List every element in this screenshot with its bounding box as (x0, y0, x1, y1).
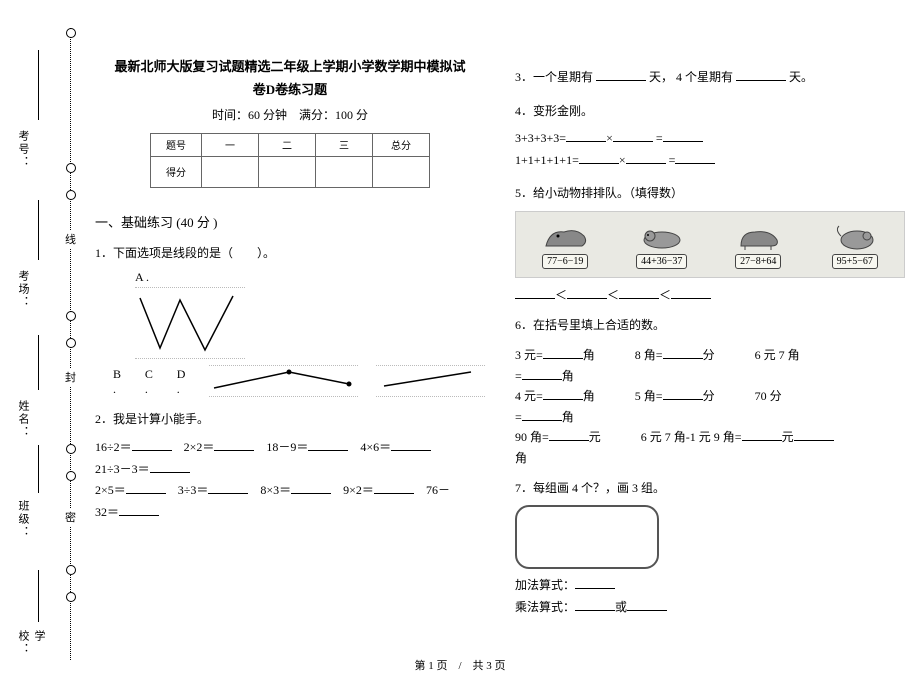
q1-optC-label: C . (145, 367, 159, 397)
q1-optD-label: D . (177, 367, 192, 397)
animal-1: 77−6−19 (524, 222, 607, 269)
binding-strip: 线 封 密 考号： 考场： 姓名： 班级： 学校： (0, 0, 90, 660)
th-2: 二 (259, 133, 316, 156)
q6-r3c3: 70 分 (755, 384, 782, 408)
q1-options-bcd: B . C . D . (113, 365, 485, 397)
page-footer: 第 1 页 / 共 3 页 (0, 657, 920, 673)
seal-char-3: 密 (65, 508, 76, 526)
q6-row5: 90 角=元 6 元 7 角-1 元 9 角=元 (515, 425, 905, 449)
label-exam-no: 考号： (15, 130, 31, 169)
q6-r5c2: 6 元 7 角-1 元 9 角=元 (641, 425, 834, 449)
label-room: 考场： (15, 270, 31, 309)
q4-text: 4．变形金刚。 (515, 101, 905, 123)
section-1-heading: 一、基础练习 (40 分 ) (95, 212, 485, 231)
q4-l2: 1+1+1+1+1=× = (515, 150, 905, 172)
cell-total (373, 156, 430, 187)
badge-4: 95+5−67 (832, 254, 878, 269)
label-class: 班级： (15, 500, 31, 539)
q3-a: 3．一个星期有 (515, 70, 596, 84)
seal-char-2: 封 (65, 368, 76, 386)
time-label: 时间： (212, 108, 248, 122)
q6-r5c1: 90 角=元 (515, 425, 601, 449)
page-content: 最新北师大版复习试题精选二年级上学期小学数学期中模拟试 卷D卷练习题 时间：60… (95, 55, 905, 681)
q6-row1: 3 元=角 8 角=分 6 元 7 角 (515, 343, 905, 367)
th-total: 总分 (373, 133, 430, 156)
animals-row: 77−6−19 44+36−37 27−8+64 95+5−67 (515, 211, 905, 278)
q7-mul: 乘法算式：或 (515, 597, 905, 619)
q6-r1c2: 8 角=分 (635, 343, 715, 367)
exam-title-2: 卷D卷练习题 (95, 78, 485, 101)
left-column: 最新北师大版复习试题精选二年级上学期小学数学期中模拟试 卷D卷练习题 时间：60… (95, 55, 485, 681)
q5-compare: ＜＜＜ (515, 286, 905, 303)
q5-text: 5．给小动物排排队。（填得数） (515, 183, 905, 205)
q1-text: 1．下面选项是线段的是（ ）。 (95, 243, 485, 265)
q2-text: 2．我是计算小能手。 (95, 409, 485, 431)
animal-2: 44+36−37 (621, 222, 704, 269)
badge-2: 44+36−37 (636, 254, 687, 269)
q6-r1c1: 3 元=角 (515, 343, 595, 367)
cell-3 (316, 156, 373, 187)
q3: 3．一个星期有 天， 4 个星期有 天。 (515, 67, 905, 89)
q3-b: 天， 4 个星期有 (649, 70, 736, 84)
th-1: 一 (202, 133, 259, 156)
q3-c: 天。 (789, 70, 813, 84)
q7-add: 加法算式： (515, 575, 905, 597)
row-score-label: 得分 (151, 156, 202, 187)
q7-box (515, 505, 659, 569)
q1-optB-label: B . (113, 367, 127, 397)
q1-optA-label: A . (135, 270, 149, 284)
seal-char-1: 线 (65, 230, 76, 248)
full-label: 满分： (299, 108, 335, 122)
label-name: 姓名： (15, 400, 31, 439)
q6-text: 6．在括号里填上合适的数。 (515, 315, 905, 337)
q4-l1: 3+3+3+3=× = (515, 128, 905, 150)
q2-line1: 16÷2＝ 2×2＝ 18－9＝ 4×6＝ (95, 437, 485, 459)
cell-1 (202, 156, 259, 187)
q6-row3: 4 元=角 5 角=分 70 分 (515, 384, 905, 408)
q6-r2: =角 (515, 367, 905, 384)
q6-r6: 角 (515, 449, 905, 466)
badge-3: 27−8+64 (735, 254, 781, 269)
time-value: 60 分钟 (248, 108, 287, 122)
badge-1: 77−6−19 (542, 254, 588, 269)
q6-r3c1: 4 元=角 (515, 384, 595, 408)
q2-line4: 32＝ (95, 502, 485, 524)
q1-option-a: A . (135, 270, 485, 359)
th-no: 题号 (151, 133, 202, 156)
exam-title-1: 最新北师大版复习试题精选二年级上学期小学数学期中模拟试 (95, 55, 485, 78)
time-info: 时间：60 分钟 满分：100 分 (95, 106, 485, 123)
q6-r3c2: 5 角=分 (635, 384, 715, 408)
q7-text: 7．每组画 4 个？，画 3 组。 (515, 478, 905, 500)
full-value: 100 分 (335, 108, 368, 122)
q6-r4: =角 (515, 408, 905, 425)
animal-4: 95+5−67 (814, 222, 897, 269)
score-table: 题号 一 二 三 总分 得分 (150, 133, 430, 188)
cell-2 (259, 156, 316, 187)
q2-line3: 2×5＝ 3÷3＝ 8×3＝ 9×2＝ 76－ (95, 480, 485, 502)
th-3: 三 (316, 133, 373, 156)
label-school: 学校： (15, 630, 47, 660)
q2-line2: 21÷3－3＝ (95, 459, 485, 481)
q6-r1c3: 6 元 7 角 (755, 343, 800, 367)
animal-3: 27−8+64 (717, 222, 800, 269)
right-column: 3．一个星期有 天， 4 个星期有 天。 4．变形金刚。 3+3+3+3=× =… (515, 55, 905, 681)
